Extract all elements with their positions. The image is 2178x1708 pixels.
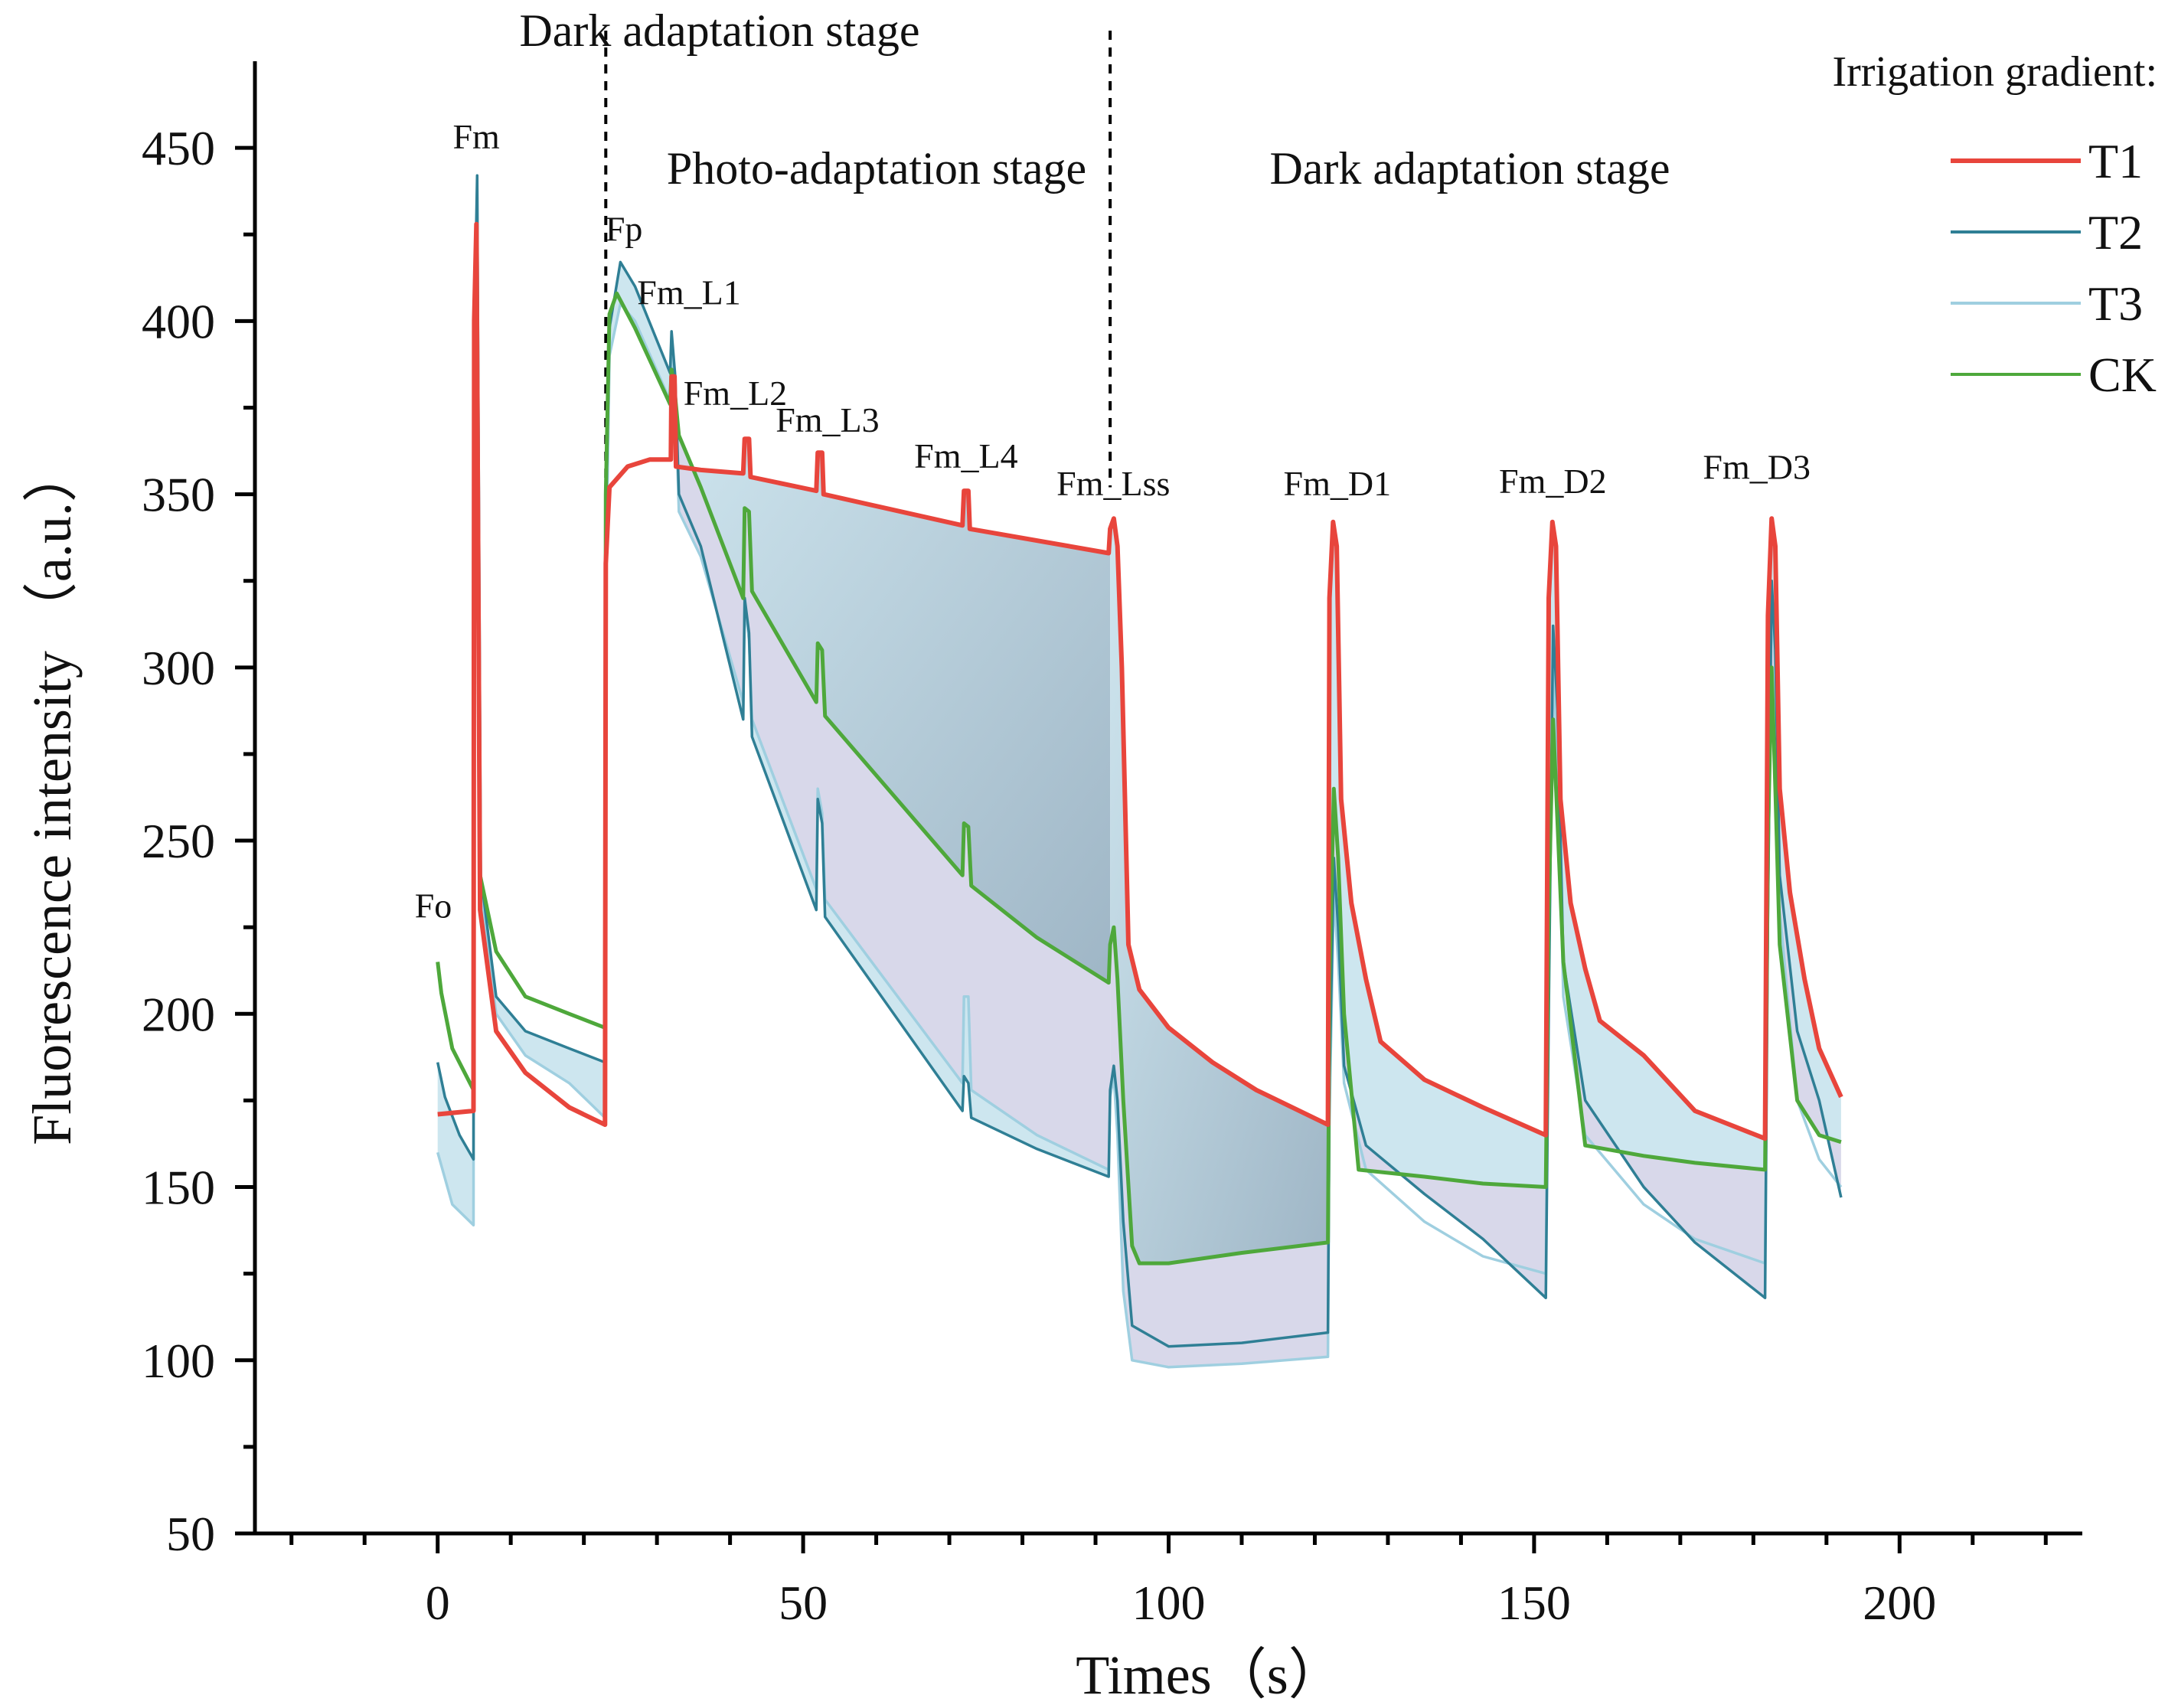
tick-layer: 50 100 150 200 250 300 350 400 450 0 50 100 150 200	[142, 121, 2048, 1630]
peak-annotation: Fo	[415, 886, 452, 925]
x-tick-label: 100	[1132, 1576, 1206, 1630]
peak-annotation: Fm	[452, 117, 500, 156]
x-tick-label: 150	[1497, 1576, 1571, 1630]
stage-label: Dark adaptation stage	[519, 5, 919, 56]
y-tick-label: 400	[142, 294, 215, 348]
stage-label: Photo-adaptation stage	[667, 143, 1086, 194]
x-tick-label: 0	[426, 1576, 450, 1630]
peak-annotation: Fm_D2	[1499, 462, 1607, 501]
legend-label-t3: T3	[2088, 276, 2143, 331]
x-tick-label: 50	[779, 1576, 828, 1630]
peak-annotation: Fm_L1	[637, 273, 740, 312]
peak-annotation: Fm_Lss	[1056, 464, 1170, 503]
series-layer	[436, 174, 1843, 1369]
peak-annotation: Fm_D1	[1284, 464, 1392, 503]
y-tick-label: 150	[142, 1161, 215, 1215]
y-axis-title: Fluorescence intensity （a.u.）	[21, 447, 83, 1145]
peak-annotation: Fm_L2	[684, 374, 787, 413]
y-tick-label: 300	[142, 641, 215, 695]
series-line-t1	[437, 221, 1843, 1141]
peak-annotation: Fm_D3	[1703, 448, 1811, 487]
legend-title: Irrigation gradient:	[1832, 48, 2157, 96]
peak-annotation: Fm_L3	[776, 400, 879, 439]
peak-annotation: Fp	[606, 209, 643, 248]
legend-label-t2: T2	[2088, 205, 2143, 260]
legend: Irrigation gradient: T1 T2 T3 CK	[1832, 48, 2157, 402]
y-tick-label: 450	[142, 121, 215, 175]
envelope-fill-dark-upper	[1329, 518, 1841, 1187]
envelope-fill-dark1-lower	[1110, 927, 1330, 1367]
stage-label: Dark adaptation stage	[1269, 143, 1670, 194]
y-tick-label: 200	[142, 987, 215, 1041]
label-layer: Dark adaptation stage Photo-adaptation st…	[415, 5, 1811, 925]
envelope-fill-lower	[671, 348, 1111, 1170]
y-tick-label: 350	[142, 468, 215, 522]
y-tick-label: 250	[142, 814, 215, 868]
envelope-fill-dark1-upper	[1110, 518, 1330, 1264]
legend-label-ck: CK	[2088, 348, 2157, 402]
x-axis-title: Times（s）	[1076, 1644, 1343, 1706]
stage-dividers	[604, 31, 1112, 488]
envelope-fill-upper	[671, 369, 1111, 983]
peak-annotation: Fm_L4	[914, 436, 1017, 475]
x-tick-label: 200	[1863, 1576, 1936, 1630]
y-tick-label: 100	[142, 1334, 215, 1388]
legend-label-t1: T1	[2088, 134, 2143, 188]
fill-layer	[437, 175, 1841, 1367]
y-tick-label: 50	[166, 1507, 215, 1561]
